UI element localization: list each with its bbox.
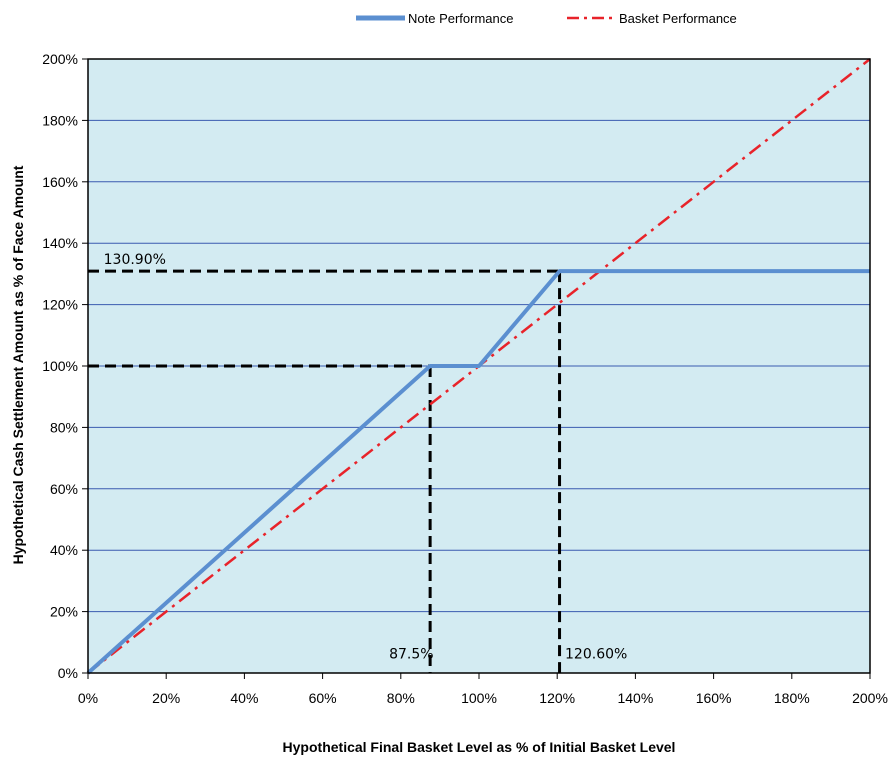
x-axis-title: Hypothetical Final Basket Level as % of … (283, 739, 676, 755)
annotation-label: 130.90% (104, 252, 166, 268)
x-tick-label: 40% (230, 690, 258, 706)
y-tick-label: 120% (42, 297, 78, 313)
legend-label-note-performance: Note Performance (408, 11, 514, 26)
x-tick-label: 200% (852, 690, 888, 706)
reference-lines (88, 269, 562, 673)
y-tick-label: 60% (50, 481, 78, 497)
y-axis-ticks: 0% 20% 40% 60% 80% 100% 120% 140% 160% 180% 200% (42, 51, 88, 681)
x-tick-label: 120% (539, 690, 575, 706)
x-tick-label: 80% (387, 690, 415, 706)
x-axis-ticks: 0% 20% 40% 60% 80% 100% 120% 140% 160% 180% 200% (78, 673, 888, 706)
y-tick-label: 0% (58, 665, 78, 681)
x-tick-label: 180% (774, 690, 810, 706)
y-tick-label: 140% (42, 235, 78, 251)
x-tick-label: 160% (696, 690, 732, 706)
x-tick-label: 0% (78, 690, 98, 706)
y-tick-label: 20% (50, 604, 78, 620)
gridlines (88, 119, 870, 613)
y-tick-label: 160% (42, 174, 78, 190)
annotation-label: 120.60% (565, 647, 627, 663)
series-line-note-performance (86, 269, 870, 675)
y-tick-label: 100% (42, 358, 78, 374)
x-tick-label: 60% (309, 690, 337, 706)
y-tick-label: 200% (42, 51, 78, 67)
legend: Note Performance Basket Performance (356, 11, 737, 26)
x-tick-label: 20% (152, 690, 180, 706)
annotations: 130.90% 87.5% 120.60% (104, 252, 628, 662)
x-tick-label: 100% (461, 690, 497, 706)
x-tick-label: 140% (617, 690, 653, 706)
y-axis-title: Hypothetical Cash Settlement Amount as %… (10, 165, 26, 564)
legend-label-basket-performance: Basket Performance (619, 11, 737, 26)
annotation-label: 87.5% (389, 647, 433, 663)
series-lines (86, 58, 871, 675)
y-tick-label: 40% (50, 542, 78, 558)
y-tick-label: 180% (42, 112, 78, 128)
y-tick-label: 80% (50, 419, 78, 435)
